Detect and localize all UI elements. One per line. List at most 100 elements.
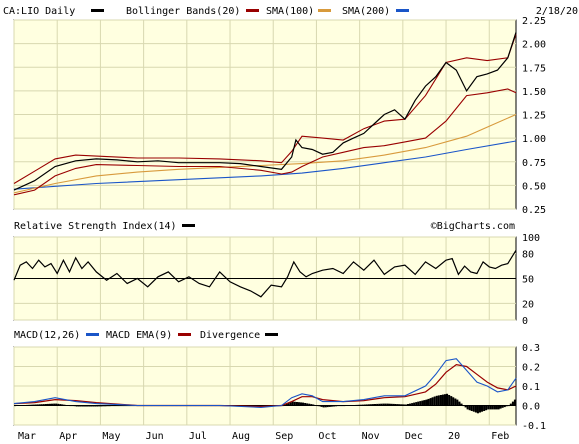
divergence-bar (302, 402, 305, 406)
price-series-sma-200- (13, 140, 517, 190)
divergence-bar (365, 404, 368, 406)
divergence-bar (503, 405, 506, 408)
divergence-bar (38, 404, 41, 406)
divergence-bar (374, 404, 377, 406)
divergence-bar (289, 402, 292, 406)
price-ytick-1: 2.00 (522, 40, 546, 51)
divergence-bar (439, 395, 442, 406)
legend-price-swatch (91, 9, 104, 12)
divergence-bar (46, 403, 49, 406)
legend-bollinger-label: Bollinger Bands(20) (126, 6, 240, 17)
divergence-bar (491, 405, 494, 410)
divergence-bar (456, 399, 459, 406)
divergence-bar (415, 402, 418, 406)
divergence-legend-swatch (265, 333, 278, 336)
divergence-bar (388, 403, 391, 406)
price-series-ca-lio-daily (13, 32, 517, 191)
divergence-bar (376, 403, 379, 406)
divergence-bar (55, 403, 58, 406)
divergence-bar (433, 396, 436, 406)
legend-sma100-swatch (318, 9, 331, 12)
rsi-ytick-0: 100 (522, 233, 540, 244)
divergence-bar (310, 404, 313, 406)
divergence-bar (384, 403, 387, 406)
divergence-bar (479, 405, 482, 413)
divergence-bar (326, 405, 329, 408)
x-month-label-11: Feb (491, 431, 509, 442)
divergence-bar (386, 403, 389, 406)
price-ytick-3: 1.50 (522, 87, 546, 98)
divergence-bar (460, 403, 463, 406)
divergence-bar (36, 404, 39, 406)
divergence-bar (509, 403, 512, 406)
divergence-bar (306, 403, 309, 406)
macd-legend-label: MACD(12,26) (14, 330, 80, 341)
divergence-bar (421, 400, 424, 406)
divergence-bar (392, 403, 395, 406)
divergence-bar (497, 405, 500, 410)
divergence-bar (489, 405, 492, 410)
divergence-bar (40, 404, 43, 406)
divergence-bar (458, 401, 461, 406)
rsi-legend-swatch (182, 224, 195, 227)
divergence-bar (427, 398, 430, 406)
rsi-ytick-3: 20 (522, 299, 534, 310)
divergence-bar (330, 405, 333, 407)
divergence-bar (320, 405, 323, 407)
divergence-bar (481, 405, 484, 412)
divergence-bar (398, 404, 401, 406)
macd-ema-legend-swatch (178, 333, 191, 336)
divergence-bar (425, 399, 428, 406)
divergence-bar (59, 404, 62, 406)
price-ytick-7: 0.50 (522, 181, 546, 192)
macd-ytick-0: 0.3 (522, 343, 540, 354)
divergence-bar (464, 405, 467, 408)
divergence-bar (495, 405, 498, 410)
rsi-title: Relative Strength Index(14) (14, 221, 177, 232)
x-month-label-5: Aug (232, 431, 250, 442)
divergence-bar (328, 405, 331, 407)
divergence-bar (44, 404, 47, 406)
divergence-bar (487, 405, 490, 410)
x-axis-month-labels: Mar Apr May Jun Jul Aug Sep Oct Nov Dec 20 Feb (18, 431, 509, 442)
divergence-bar (452, 397, 455, 406)
x-month-label-9: Dec (405, 431, 423, 442)
divergence-bar (295, 402, 298, 406)
legend-bollinger-swatch (246, 9, 259, 12)
x-month-label-8: Nov (362, 431, 380, 442)
legend-sma200-label: SMA(200) (342, 6, 390, 17)
divergence-bar (441, 394, 444, 406)
price-ytick-0: 2.25 (522, 16, 546, 27)
rsi-panel: Relative Strength Index(14) ©BigCharts.c… (13, 221, 540, 327)
credit-label: ©BigCharts.com (431, 221, 515, 232)
divergence-bar (501, 405, 504, 408)
divergence-bar (450, 396, 453, 406)
divergence-bar (51, 403, 54, 406)
divergence-bar (293, 401, 296, 406)
macd-ytick-4: -0.1 (522, 421, 546, 432)
divergence-bar (483, 405, 486, 411)
divergence-bar (499, 405, 502, 409)
divergence-bar (304, 403, 307, 406)
divergence-bar (297, 402, 300, 406)
divergence-bar (511, 401, 514, 406)
macd-ema-legend-label: MACD EMA(9) (106, 330, 172, 341)
divergence-bar (372, 404, 375, 406)
x-month-label-1: Apr (59, 431, 77, 442)
x-month-label-7: Oct (318, 431, 336, 442)
divergence-bar (474, 405, 477, 413)
divergence-bar (369, 404, 372, 406)
divergence-bar (300, 402, 303, 406)
divergence-bar (417, 401, 420, 406)
price-series-bollinger-lower (13, 88, 517, 196)
divergence-bar (402, 404, 405, 406)
divergence-bar (396, 404, 399, 406)
price-legend: CA:LIO Daily Bollinger Bands(20) SMA(100… (3, 6, 578, 17)
price-ytick-2: 1.75 (522, 63, 546, 74)
macd-legend-swatch (86, 333, 99, 336)
divergence-bar (407, 404, 410, 406)
divergence-bar (454, 398, 457, 406)
x-month-label-2: May (102, 431, 120, 442)
divergence-bar (285, 403, 288, 406)
divergence-bar (49, 403, 52, 406)
